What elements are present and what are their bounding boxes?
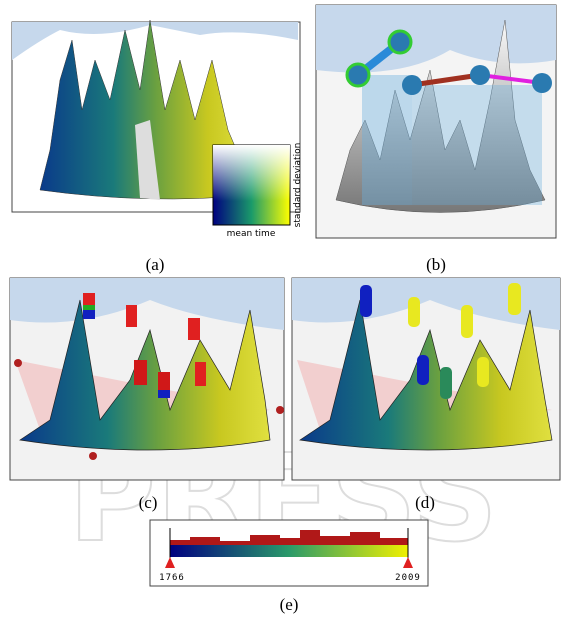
figure: PRESS mean time standard deviation (a) (… (0, 0, 566, 621)
range-end: 2009 (395, 573, 421, 583)
caption: (b) (426, 255, 446, 274)
caption: (c) (139, 493, 158, 512)
legend-overlay (213, 145, 290, 225)
panel-a: mean time standard deviation (12, 20, 303, 239)
caption: (d) (415, 493, 435, 512)
caption: (e) (280, 595, 299, 614)
panel-b (316, 5, 556, 238)
panel-e: 1766 2009 (150, 520, 428, 586)
caption: (a) (146, 255, 165, 274)
panel-c (10, 278, 284, 480)
legend-x-label: mean time (227, 229, 276, 239)
range-start: 1766 (159, 573, 185, 583)
legend-y-label: standard deviation (293, 143, 303, 228)
panel-d (292, 278, 560, 480)
